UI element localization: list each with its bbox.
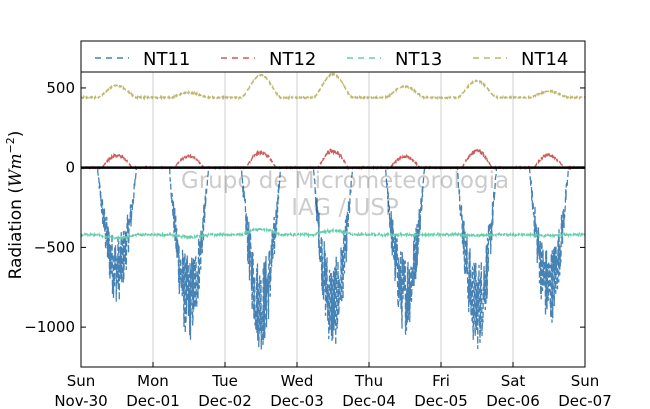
x-tick-label: Thu Dec-04 [342,372,396,409]
y-axis-label: Radiation (Wm−2) [4,131,26,280]
watermark-line: IAG / USP [291,195,399,221]
x-tick-label: Wed Dec-03 [270,372,324,409]
x-tick-date: Dec-06 [486,392,540,409]
watermark-line: Grupo de Micrometeorologia [181,168,509,194]
y-tick-label: −1000 [24,318,75,336]
vertical-gridlines [152,72,514,367]
legend-label: NT11 [143,49,190,70]
x-tick-date: Dec-04 [342,392,396,409]
x-tick-weekday: Fri [432,372,450,390]
x-tick-label: Sat Dec-06 [486,372,540,409]
legend-label: NT12 [269,49,316,70]
x-tick-weekday: Mon [137,372,169,390]
x-tick-weekday: Sun [571,372,600,390]
y-axis: 500 0 −500 −1000 [24,79,585,336]
x-tick-label: Mon Dec-01 [126,372,180,409]
y-label-unit: Wm [6,153,26,187]
y-label-text: Radiation ( [6,187,26,279]
x-tick-weekday: Sun [67,372,96,390]
y-tick-label: 500 [46,79,75,97]
x-tick-label: Sun Nov-30 [54,372,107,409]
y-label-close: ) [6,131,26,138]
x-tick-label: Fri Dec-05 [414,372,468,409]
x-tick-date: Nov-30 [54,392,107,409]
x-tick-label: Tue Dec-02 [198,372,252,409]
legend: NT11 NT12 NT13 NT14 [80,40,586,73]
x-tick-date: Dec-07 [558,392,612,409]
x-tick-date: Dec-02 [198,392,252,409]
x-tick-weekday: Sat [501,372,526,390]
x-tick-weekday: Thu [354,372,383,390]
x-tick-weekday: Tue [211,372,238,390]
series-line-nt13 [81,226,585,242]
x-tick-date: Dec-01 [126,392,180,409]
legend-box [80,40,586,73]
x-tick-date: Dec-03 [270,392,324,409]
x-tick-weekday: Wed [281,372,314,390]
y-tick-label: −500 [34,238,75,256]
y-label-exponent: −2 [4,137,17,153]
x-axis: Sun Nov-30 Mon Dec-01 Tue Dec-02 Wed Dec-03 Thu D… [54,362,612,409]
legend-label: NT14 [521,49,568,70]
x-tick-label: Sun Dec-07 [558,372,612,409]
legend-label: NT13 [395,49,442,70]
series-line-nt14 [81,72,585,101]
y-tick-label: 0 [65,159,75,177]
x-tick-date: Dec-05 [414,392,468,409]
